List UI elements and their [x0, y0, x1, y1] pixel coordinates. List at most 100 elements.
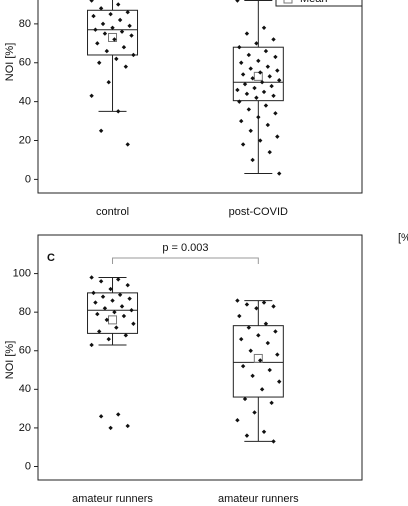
data-point: [97, 60, 102, 65]
data-point: [258, 70, 263, 75]
data-point: [250, 373, 255, 379]
legend-box: [275, 0, 363, 7]
data-point: [235, 87, 240, 93]
mean-marker: [253, 353, 263, 363]
y-axis-label: NOI [%]: [4, 43, 16, 82]
data-point: [106, 79, 111, 85]
data-point: [256, 333, 261, 338]
data-point: [261, 300, 267, 305]
data-point: [116, 2, 121, 7]
data-point: [277, 171, 282, 176]
cropped-text: [%: [398, 232, 408, 244]
data-point: [239, 60, 244, 65]
data-point: [237, 45, 242, 50]
data-point: [261, 429, 267, 434]
data-point: [119, 29, 125, 34]
data-point: [89, 0, 94, 3]
data-point: [119, 304, 125, 309]
data-point: [237, 313, 242, 319]
y-tick-label: 80: [19, 18, 31, 30]
y-tick-label: 20: [19, 134, 31, 146]
data-point: [127, 23, 132, 29]
data-point: [239, 336, 244, 342]
data-point: [254, 95, 259, 100]
data-point: [258, 138, 263, 143]
data-point: [108, 11, 113, 17]
data-point: [235, 0, 240, 3]
data-point: [114, 56, 119, 62]
data-point: [277, 78, 282, 83]
data-point: [102, 306, 108, 311]
data-point: [244, 31, 250, 36]
data-point: [244, 302, 250, 307]
data-point: [248, 66, 253, 71]
data-point: [112, 37, 117, 42]
p-value: p = 0.003: [162, 242, 208, 254]
x-tick-label: control: [96, 206, 129, 218]
data-point: [116, 412, 121, 417]
data-point: [100, 21, 106, 27]
data-point: [273, 111, 278, 116]
data-point: [263, 48, 269, 54]
x-tick-label: amateur runners: [218, 493, 299, 505]
data-point: [248, 128, 253, 133]
data-point: [252, 410, 257, 415]
data-point: [114, 325, 119, 330]
data-point: [104, 48, 110, 54]
data-point: [117, 17, 123, 23]
data-point: [95, 311, 100, 317]
data-point: [235, 298, 240, 303]
data-point: [261, 89, 267, 95]
data-point: [256, 58, 261, 64]
data-point: [259, 79, 265, 85]
data-point: [256, 114, 261, 120]
data-point: [121, 45, 127, 50]
data-point: [106, 336, 111, 342]
data-point: [269, 83, 274, 89]
y-tick-label: 40: [19, 383, 31, 395]
data-point: [127, 296, 132, 301]
data-point: [277, 379, 282, 384]
data-point: [265, 340, 271, 346]
data-point: [125, 423, 130, 429]
data-point: [102, 31, 108, 36]
data-point: [271, 439, 276, 444]
legend-symbol: [283, 0, 293, 4]
data-point: [98, 6, 104, 11]
data-point: [235, 417, 240, 423]
data-point: [242, 81, 248, 87]
data-point: [250, 76, 255, 81]
data-point: [248, 348, 253, 353]
mean-marker: [108, 32, 118, 42]
data-point: [263, 103, 269, 108]
data-point: [252, 85, 257, 91]
data-point: [242, 396, 248, 402]
plot-frame: [37, 0, 363, 194]
data-point: [240, 72, 246, 77]
data-point: [239, 118, 244, 124]
data-point: [123, 333, 129, 338]
data-point: [267, 74, 272, 79]
data-point: [93, 300, 98, 305]
data-point: [110, 298, 115, 303]
data-point: [95, 41, 100, 46]
data-point: [131, 52, 136, 58]
data-point: [265, 64, 271, 69]
data-point: [246, 52, 252, 58]
data-point: [125, 282, 130, 288]
data-point: [91, 290, 96, 296]
data-point: [263, 321, 269, 326]
data-point: [246, 325, 252, 330]
data-point: [89, 342, 94, 348]
data-point: [116, 109, 121, 114]
data-point: [125, 142, 130, 147]
y-tick-label: 80: [19, 306, 31, 318]
data-point: [275, 68, 280, 73]
data-point: [129, 308, 134, 313]
data-point: [89, 93, 94, 99]
y-tick-label: 100: [13, 267, 31, 279]
data-point: [121, 313, 127, 319]
data-point: [259, 387, 265, 392]
